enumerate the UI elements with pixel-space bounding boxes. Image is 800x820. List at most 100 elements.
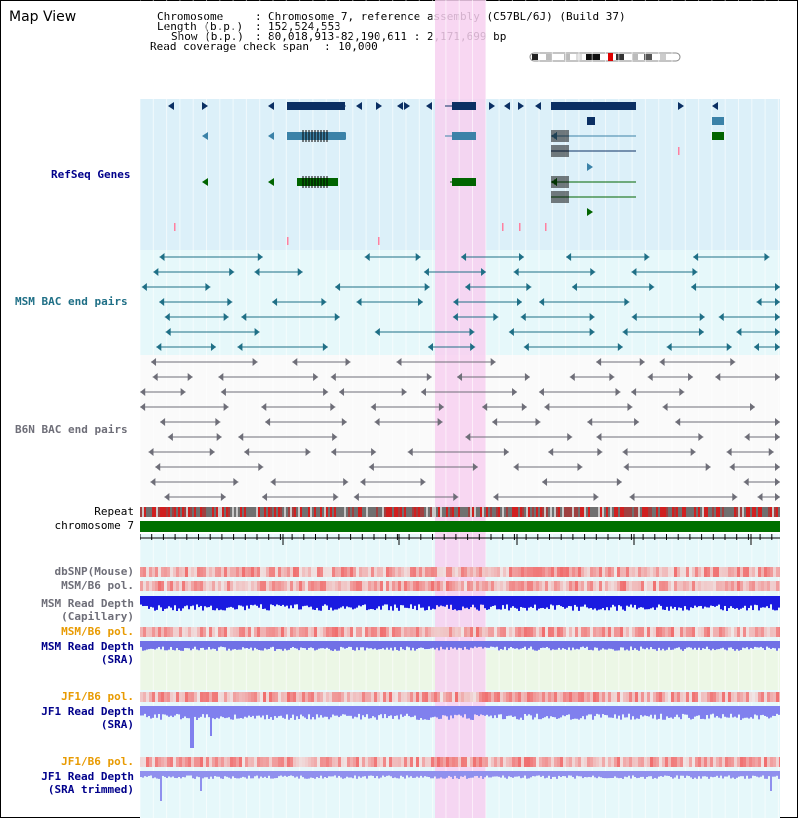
read-depth-bar <box>730 706 732 714</box>
read-depth-bar <box>176 771 178 779</box>
read-depth-bar <box>240 596 242 606</box>
polymorphism-cell <box>764 692 767 702</box>
read-depth-bar <box>734 706 736 717</box>
polymorphism-cell <box>653 627 656 637</box>
polymorphism-cell <box>755 627 758 637</box>
polymorphism-cell <box>488 692 491 702</box>
polymorphism-cell <box>257 581 260 591</box>
read-depth-bar <box>548 596 550 610</box>
read-depth-bar <box>552 596 554 606</box>
bac-end-marker <box>732 493 738 501</box>
read-depth-bar <box>330 596 332 608</box>
read-depth-bar <box>594 706 596 717</box>
read-depth-bar <box>668 771 670 776</box>
read-depth-bar <box>672 706 674 719</box>
polymorphism-cell <box>341 581 344 591</box>
read-depth-bar <box>420 771 422 776</box>
repeat-element <box>284 507 286 517</box>
polymorphism-cell <box>320 627 323 637</box>
polymorphism-cell <box>395 627 398 637</box>
polymorphism-cell <box>209 692 212 702</box>
read-depth-bar <box>424 706 426 720</box>
polymorphism-cell <box>764 567 767 577</box>
polymorphism-cell <box>635 692 638 702</box>
read-depth-bar <box>268 596 270 611</box>
repeat-element <box>626 507 628 517</box>
read-depth-bar <box>222 706 224 718</box>
repeat-element <box>322 507 324 517</box>
read-depth-bar <box>516 771 518 777</box>
read-depth-bar <box>170 641 172 647</box>
bac-end-marker <box>159 253 165 261</box>
polymorphism-cell <box>728 627 731 637</box>
repeat-element <box>404 507 406 517</box>
polymorphism-cell <box>776 757 779 767</box>
polymorphism-cell <box>533 627 536 637</box>
read-depth-bar <box>330 641 332 651</box>
read-depth-bar <box>662 706 664 720</box>
bac-end-marker <box>705 463 711 471</box>
repeat-element <box>728 507 730 517</box>
polymorphism-cell <box>665 757 668 767</box>
polymorphism-cell <box>464 581 467 591</box>
read-depth-bar <box>678 641 680 648</box>
polymorphism-cell <box>473 627 476 637</box>
read-depth-bar <box>652 596 654 608</box>
genome-track-area[interactable] <box>140 0 780 818</box>
repeat-element <box>324 507 326 517</box>
read-depth-bar <box>500 641 502 650</box>
read-depth-bar <box>226 771 228 777</box>
polymorphism-cell <box>242 627 245 637</box>
bac-end-marker <box>323 388 329 396</box>
polymorphism-cell <box>278 627 281 637</box>
polymorphism-cell <box>413 567 416 577</box>
polymorphism-cell <box>404 567 407 577</box>
read-depth-bar <box>154 706 156 715</box>
polymorphism-cell <box>362 757 365 767</box>
polymorphism-cell <box>641 627 644 637</box>
read-depth-bar <box>504 771 506 778</box>
polymorphism-cell <box>269 627 272 637</box>
repeat-element <box>458 507 460 517</box>
polymorphism-cell <box>290 581 293 591</box>
read-depth-bar <box>260 771 262 777</box>
read-depth-bar <box>356 771 358 779</box>
read-depth-bar <box>758 706 760 720</box>
polymorphism-cell <box>338 627 341 637</box>
read-depth-bar <box>530 596 532 607</box>
read-depth-bar <box>726 641 728 651</box>
repeat-element <box>296 507 298 517</box>
repeat-element <box>208 507 210 517</box>
read-depth-bar <box>244 596 246 611</box>
polymorphism-cell <box>236 757 239 767</box>
polymorphism-cell <box>536 757 539 767</box>
read-depth-bar <box>256 641 258 650</box>
read-depth-bar <box>672 771 674 779</box>
read-depth-bar <box>144 771 146 777</box>
read-depth-bar <box>470 771 472 778</box>
bac-end-marker <box>715 373 721 381</box>
read-depth-bar <box>354 641 356 651</box>
read-depth-bar <box>184 771 186 778</box>
bac-end-marker <box>718 313 724 321</box>
repeat-element <box>660 507 662 517</box>
polymorphism-cell <box>185 692 188 702</box>
read-depth-bar <box>722 641 724 648</box>
bac-end-marker <box>160 418 166 426</box>
polymorphism-cell <box>623 692 626 702</box>
polymorphism-cell <box>251 627 254 637</box>
read-depth-bar <box>568 771 570 776</box>
read-depth-bar <box>586 706 588 716</box>
read-depth-bar <box>188 771 190 776</box>
polymorphism-cell <box>149 581 152 591</box>
repeat-element <box>304 507 306 517</box>
bac-end-marker <box>218 373 224 381</box>
gene-strand-marker <box>268 102 274 110</box>
repeat-element <box>178 507 180 517</box>
polymorphism-cell <box>227 581 230 591</box>
repeat-element <box>280 507 282 517</box>
read-depth-bar <box>716 641 718 650</box>
polymorphism-cell <box>704 692 707 702</box>
read-depth-bar <box>346 596 348 607</box>
read-depth-bar <box>318 596 320 611</box>
